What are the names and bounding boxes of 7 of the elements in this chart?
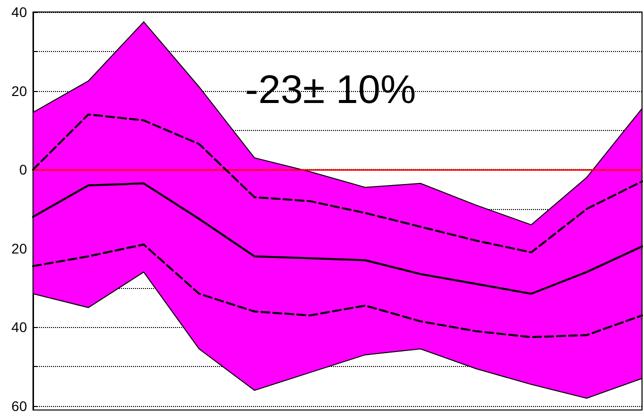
y-tick-label: 20 [11,240,28,256]
y-tick-label: 40 [11,4,28,20]
annotation: -23± 10% [245,68,416,112]
y-tick-label: 0 [19,162,28,178]
y-tick-label: 60 [11,398,28,414]
y-tick-label: 40 [11,319,28,336]
y-tick-label: 20 [11,82,28,99]
